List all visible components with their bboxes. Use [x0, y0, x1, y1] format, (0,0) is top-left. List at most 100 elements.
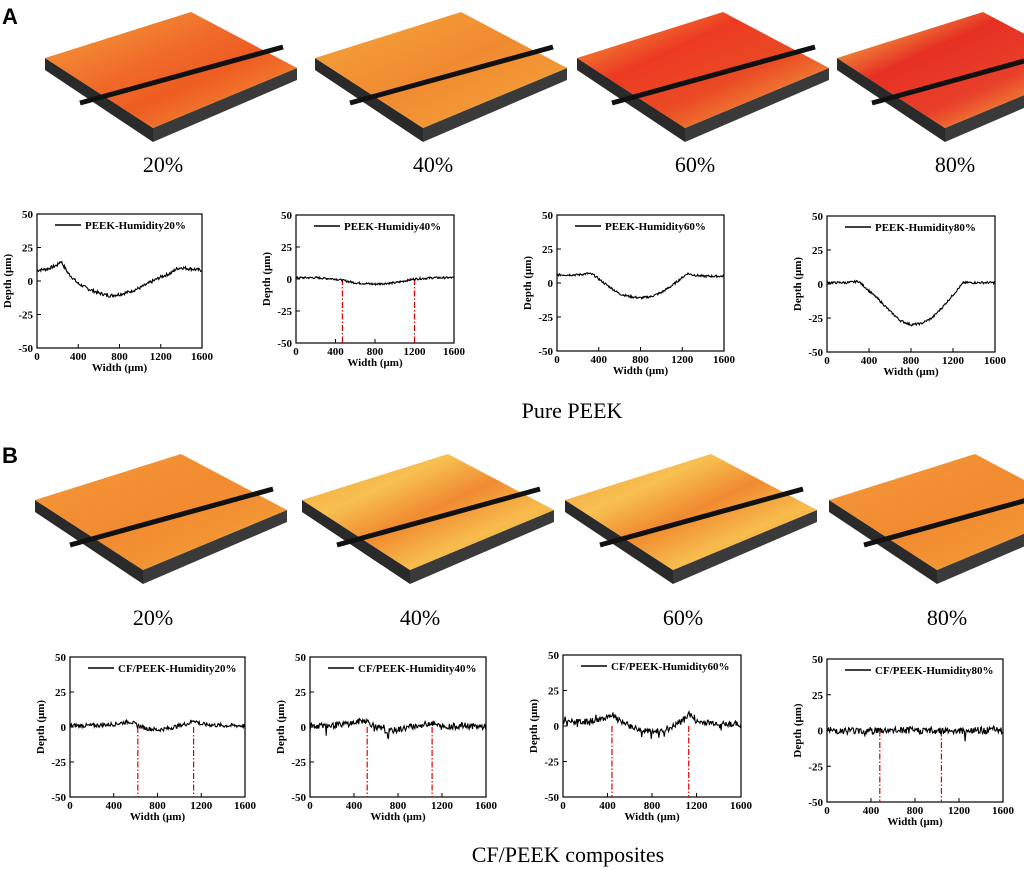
y-axis-label: Depth (μm)	[2, 254, 14, 309]
x-tick-label: 800	[367, 346, 384, 358]
x-tick-label: 1200	[404, 346, 427, 358]
x-tick-label: 400	[346, 800, 363, 812]
x-tick-label: 400	[70, 351, 87, 363]
tile-side-right	[937, 533, 1024, 584]
x-axis-label: Width (μm)	[624, 811, 680, 823]
plot-frame	[562, 654, 742, 798]
surface-tile-cf-peek-20: 20%	[35, 454, 287, 630]
tile-top-surface	[565, 454, 817, 570]
y-tick-label: 50	[548, 650, 560, 662]
y-tick-label: -25	[808, 313, 823, 325]
x-tick-label: 0	[824, 355, 830, 367]
legend-label: CF/PEEK-Humidity20%	[118, 663, 237, 675]
x-tick-label: 400	[591, 354, 608, 366]
y-tick-label: -25	[808, 761, 823, 773]
y-tick-label: 0	[287, 274, 293, 286]
y-axis-label: Depth (μm)	[792, 703, 804, 758]
x-axis-label: Width (μm)	[370, 811, 426, 823]
legend-label: PEEK-Humidity20%	[85, 220, 186, 232]
surface-tile-peek-40: 40%	[315, 12, 567, 177]
y-tick-label: 50	[22, 209, 34, 221]
x-tick-label: 1200	[942, 355, 965, 367]
scratch-track	[79, 44, 284, 106]
surface-tile-cf-peek-40: 40%	[302, 454, 554, 630]
x-tick-label: 400	[861, 355, 878, 367]
tile-side-right	[153, 68, 297, 142]
x-axis-label: Width (μm)	[130, 811, 186, 823]
x-tick-label: 0	[307, 800, 313, 812]
plot-frame	[556, 214, 725, 352]
humidity-label: 60%	[663, 605, 703, 630]
y-tick-label: 0	[818, 279, 824, 291]
y-tick-label: 0	[548, 278, 554, 290]
tile-side-right	[945, 95, 1024, 142]
x-tick-label: 1200	[671, 354, 694, 366]
depth-chart-5: 0 400 800 1200 1600 50 25 0 -25 -50 Width (μm) Dept…	[35, 652, 257, 823]
caption-pure-peek: Pure PEEK	[522, 398, 623, 423]
x-tick-label: 1200	[948, 805, 971, 817]
surface-tile-peek-20: 20%	[45, 12, 297, 177]
y-axis-label: Depth (μm)	[528, 699, 540, 754]
x-tick-label: 0	[34, 351, 40, 363]
caption-cf-peek: CF/PEEK composites	[472, 842, 665, 867]
depth-profile-line	[556, 271, 725, 300]
y-tick-label: 25	[281, 242, 293, 254]
tile-top-surface	[837, 12, 1024, 128]
x-tick-label: 0	[554, 354, 560, 366]
tile-side-right	[673, 510, 817, 584]
humidity-label: 40%	[400, 605, 440, 630]
humidity-label: 80%	[935, 152, 975, 177]
humidity-label: 60%	[675, 152, 715, 177]
plot-frame	[295, 214, 455, 344]
tile-top-surface	[302, 454, 554, 570]
y-tick-label: 25	[22, 243, 34, 255]
scratch-track	[336, 486, 541, 548]
y-tick-label: 25	[295, 687, 307, 699]
x-tick-label: 1200	[686, 800, 709, 812]
depth-chart-8: 0 400 800 1200 1600 50 25 0 -25 -50 Width (μm) Dept…	[792, 654, 1015, 828]
x-tick-label: 400	[327, 346, 344, 358]
x-tick-label: 1600	[984, 355, 1007, 367]
y-tick-label: 25	[548, 686, 560, 698]
tile-top-surface	[829, 454, 1024, 570]
surface-tile-peek-60: 60%	[577, 12, 829, 177]
scratch-track	[349, 44, 554, 106]
legend-label: PEEK-Humidity60%	[605, 221, 706, 233]
depth-profile-line	[69, 718, 246, 733]
y-tick-label: 50	[542, 210, 554, 222]
x-tick-label: 1200	[150, 351, 173, 363]
y-tick-label: -25	[544, 757, 559, 769]
legend-label: CF/PEEK-Humidity40%	[358, 663, 477, 675]
depth-chart-7: 0 400 800 1200 1600 50 25 0 -25 -50 Width (μm) Dept…	[528, 650, 753, 823]
legend-label: CF/PEEK-Humidity80%	[875, 665, 994, 677]
y-tick-label: 25	[812, 690, 824, 702]
x-tick-label: 0	[824, 805, 830, 817]
depth-chart-6: 0 400 800 1200 1600 50 25 0 -25 -50 Width (μm) Dept…	[275, 652, 498, 823]
y-tick-label: -50	[51, 792, 66, 804]
x-tick-label: 400	[106, 800, 123, 812]
tile-side-right	[423, 68, 567, 142]
depth-profile-line	[826, 279, 996, 327]
y-tick-label: -25	[18, 310, 33, 322]
y-axis-label: Depth (μm)	[792, 257, 804, 312]
y-tick-label: 0	[61, 722, 67, 734]
panel-label-b: B	[2, 443, 18, 468]
y-tick-label: -50	[808, 797, 823, 809]
x-tick-label: 1200	[431, 800, 454, 812]
x-tick-label: 1600	[713, 354, 736, 366]
depth-profile-line	[36, 260, 203, 298]
plot-frame	[826, 215, 996, 353]
tile-top-surface	[577, 12, 829, 128]
y-tick-label: 50	[812, 211, 824, 223]
tile-side-right	[410, 510, 554, 584]
y-tick-label: 50	[281, 210, 293, 222]
humidity-label: 40%	[413, 152, 453, 177]
y-tick-label: -25	[51, 757, 66, 769]
tile-top-surface	[315, 12, 567, 128]
x-tick-label: 1200	[190, 800, 213, 812]
y-tick-label: 0	[28, 276, 34, 288]
y-tick-label: 50	[55, 652, 67, 664]
y-tick-label: -25	[291, 757, 306, 769]
tile-side-right	[143, 510, 287, 584]
y-tick-label: 0	[301, 722, 307, 734]
